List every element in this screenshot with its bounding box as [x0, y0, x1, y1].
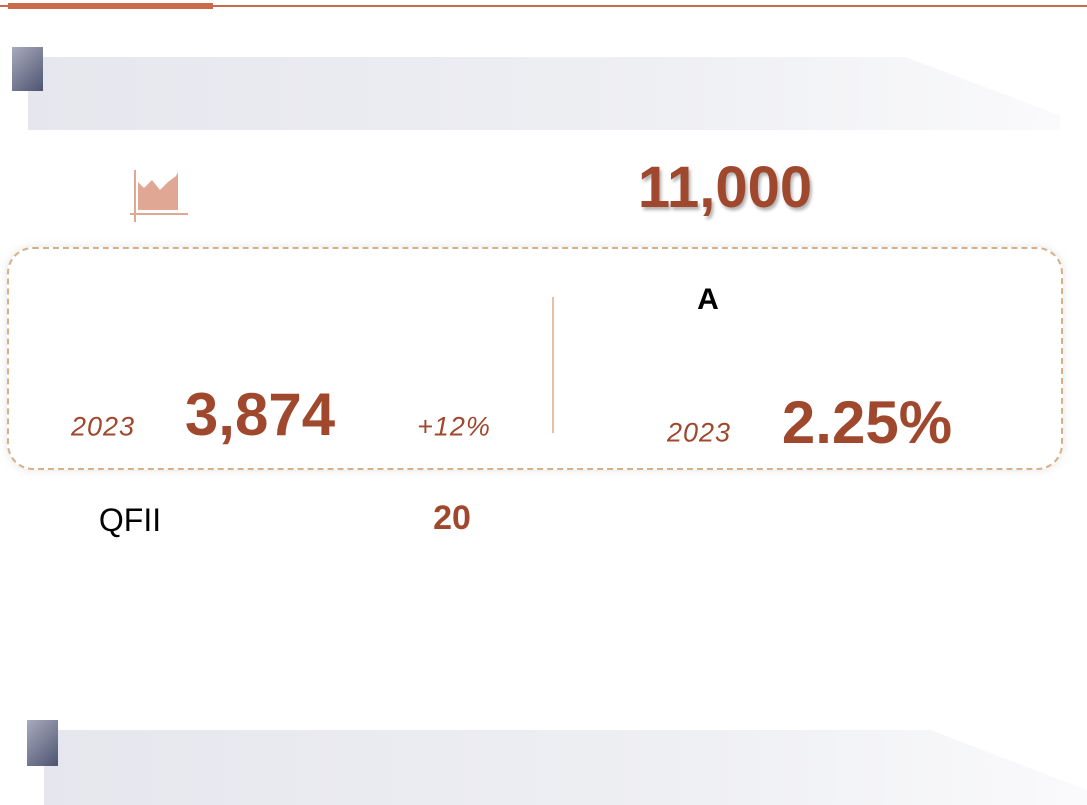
top-rule-accent — [8, 3, 213, 9]
left-year: 2023 — [70, 411, 136, 442]
right-title: A — [697, 283, 719, 316]
chart-icon — [130, 170, 188, 222]
right-value: 2.25% — [781, 389, 953, 456]
panel-box — [7, 247, 1063, 470]
section-header-bar — [28, 57, 1060, 130]
left-value: 3,874 — [184, 381, 336, 448]
left-change: +12% — [417, 411, 491, 442]
section-header-bar — [44, 730, 1087, 805]
footer-label: QFII — [98, 502, 162, 538]
top-rule — [0, 5, 1087, 7]
right-year: 2023 — [666, 417, 732, 448]
headline-value: 11,000 — [637, 155, 813, 220]
footer-value: 20 — [433, 499, 471, 537]
section-header-square — [12, 47, 43, 91]
section-header-square — [27, 720, 58, 766]
panel-divider — [552, 297, 554, 433]
